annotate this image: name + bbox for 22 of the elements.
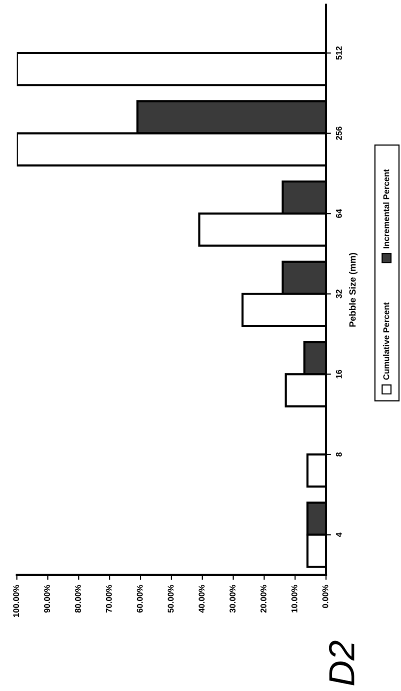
x-tick-label: 0.00% <box>322 584 328 608</box>
x-tick-label: 70.00% <box>106 584 112 613</box>
x-tick-label: 50.00% <box>168 584 174 613</box>
y-tick-label: 4 <box>336 532 342 537</box>
x-tick-label: 30.00% <box>230 584 236 613</box>
y-axis-title: Pebble Size (mm) <box>349 252 358 327</box>
text: Cumulative Percent <box>383 302 390 380</box>
x-tick-label: 60.00% <box>136 584 143 613</box>
x-tick-label: 10.00% <box>291 584 298 612</box>
x-tick-label: 80.00% <box>75 584 81 613</box>
text: D2 <box>328 640 354 686</box>
x-tick-label: 40.00% <box>198 584 205 613</box>
y-tick-label: 512 <box>336 46 342 60</box>
x-tick-label: 90.00% <box>44 584 50 613</box>
y-tick-label: 256 <box>336 126 342 140</box>
y-tick-label: 64 <box>336 209 342 218</box>
y-tick-label: 8 <box>336 452 342 457</box>
text: Incremental Percent <box>383 169 390 248</box>
y-tick-label: 16 <box>336 370 342 378</box>
x-tick-label: 20.00% <box>260 584 266 613</box>
x-tick-label: 100.00% <box>13 584 20 618</box>
y-tick-label: 32 <box>336 290 342 298</box>
